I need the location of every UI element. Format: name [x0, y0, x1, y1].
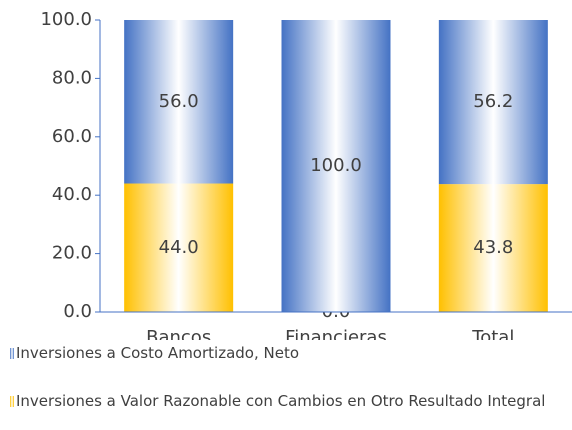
- y-tick-label: 60.0: [52, 126, 92, 147]
- bar-segment: [438, 20, 548, 185]
- y-tick-label: 0.0: [63, 301, 92, 322]
- legend-swatch: [10, 348, 14, 359]
- value-label: 100.0: [310, 155, 362, 176]
- y-tick-label: 80.0: [52, 67, 92, 88]
- legend-label: Inversiones a Costo Amortizado, Neto: [16, 344, 300, 362]
- chart: 0.020.040.060.080.0100.044.056.0Bancos0.…: [40, 9, 572, 348]
- value-label: 43.8: [473, 237, 513, 258]
- value-label: 56.2: [473, 91, 513, 112]
- x-tick-label: Financieras: [285, 327, 387, 340]
- legend-item: Inversiones a Valor Razonable con Cambio…: [10, 392, 550, 411]
- legend-swatch: [10, 396, 14, 407]
- x-tick-label: Bancos: [146, 327, 211, 340]
- y-tick-label: 20.0: [52, 243, 92, 264]
- legend-label: Inversiones a Valor Razonable con Cambio…: [16, 392, 546, 410]
- value-label: 44.0: [159, 237, 199, 258]
- y-tick-label: 40.0: [52, 184, 92, 205]
- bar-segment: [124, 183, 234, 312]
- bar-segment: [281, 20, 391, 312]
- y-tick-label: 100.0: [40, 9, 92, 30]
- value-label: 56.0: [159, 91, 199, 112]
- x-tick-label: Total: [471, 327, 514, 340]
- bar-segment: [124, 20, 234, 184]
- bar-segment: [438, 184, 548, 312]
- legend-item: Inversiones a Costo Amortizado, Neto: [10, 344, 550, 363]
